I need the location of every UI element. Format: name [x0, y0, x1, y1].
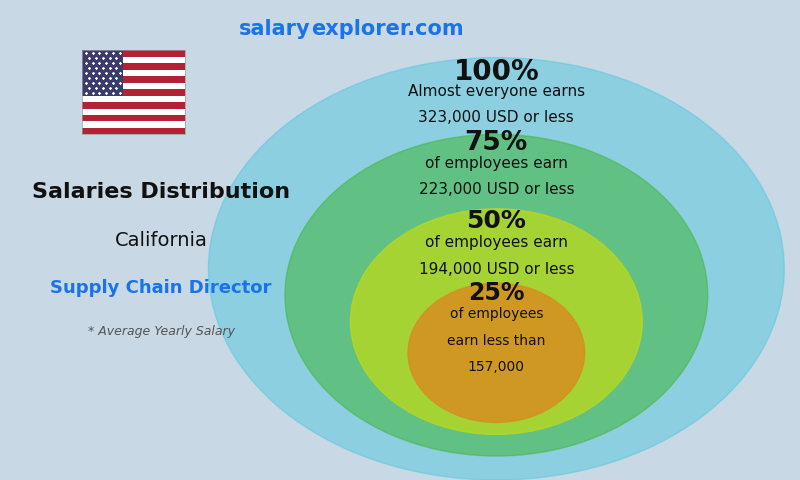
Text: 100%: 100%: [454, 58, 539, 85]
Text: Salaries Distribution: Salaries Distribution: [32, 182, 290, 202]
Text: earn less than: earn less than: [447, 334, 546, 348]
Bar: [82, 108, 185, 115]
Text: 50%: 50%: [466, 209, 526, 233]
Bar: [82, 115, 185, 121]
Bar: [82, 89, 185, 96]
Bar: [82, 50, 185, 57]
Ellipse shape: [209, 58, 784, 480]
Bar: [82, 83, 185, 89]
Bar: [82, 96, 185, 102]
Bar: [82, 102, 185, 108]
Bar: [82, 50, 185, 134]
Text: California: California: [114, 230, 207, 250]
Bar: [82, 57, 185, 63]
Bar: [82, 50, 123, 96]
Text: 157,000: 157,000: [468, 360, 525, 374]
Text: 223,000 USD or less: 223,000 USD or less: [418, 182, 574, 197]
Text: 323,000 USD or less: 323,000 USD or less: [418, 110, 574, 125]
Text: of employees earn: of employees earn: [425, 156, 568, 171]
Ellipse shape: [408, 283, 585, 422]
Bar: [82, 63, 185, 70]
Text: * Average Yearly Salary: * Average Yearly Salary: [88, 324, 234, 338]
Text: Almost everyone earns: Almost everyone earns: [408, 84, 585, 99]
Bar: [82, 76, 185, 83]
Text: 194,000 USD or less: 194,000 USD or less: [418, 262, 574, 276]
Bar: [82, 128, 185, 134]
Text: explorer.com: explorer.com: [311, 19, 464, 39]
Bar: [82, 70, 185, 76]
Text: 75%: 75%: [465, 130, 528, 156]
Bar: [82, 121, 185, 128]
Text: salary: salary: [239, 19, 311, 39]
Ellipse shape: [285, 134, 708, 456]
Text: Supply Chain Director: Supply Chain Director: [50, 279, 272, 297]
Text: of employees earn: of employees earn: [425, 235, 568, 250]
Ellipse shape: [350, 209, 642, 434]
Text: of employees: of employees: [450, 307, 543, 321]
Text: 25%: 25%: [468, 281, 525, 305]
